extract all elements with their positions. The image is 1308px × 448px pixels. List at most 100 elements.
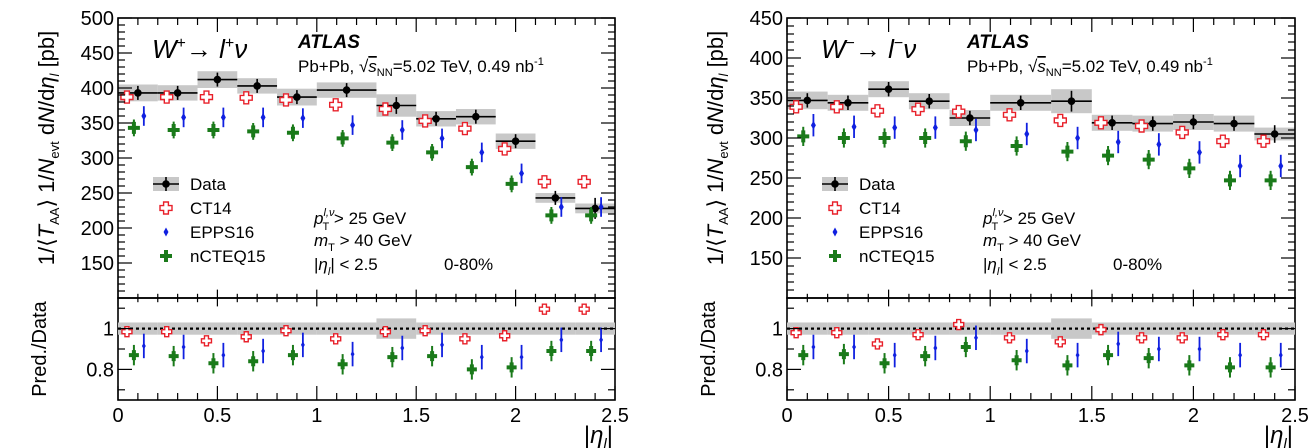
- ratio-y-tick-label: 1: [772, 319, 783, 341]
- y-tick-label: 250: [81, 183, 114, 205]
- y-tick-label: 150: [750, 248, 783, 270]
- epps16-marker: [479, 353, 484, 361]
- legend-data-marker: [831, 180, 839, 188]
- ct14-marker: [1175, 125, 1189, 140]
- ct14-marker: [120, 90, 134, 104]
- ratio-syst-band: [1132, 322, 1174, 335]
- ct14-marker: [1095, 323, 1107, 336]
- epps16-marker: [558, 202, 564, 212]
- ratio-syst-band: [868, 322, 909, 335]
- ratio-axis-label-text: Pred./Data: [29, 300, 51, 396]
- ncteq15-marker: [586, 346, 597, 357]
- legend-label: nCTEQ15: [190, 247, 266, 266]
- ncteq15-marker: [207, 124, 220, 136]
- legend-label: nCTEQ15: [859, 247, 935, 266]
- ct14-marker: [953, 318, 965, 331]
- ct14-marker: [1053, 113, 1067, 128]
- wplus-chart: 150 200 250 300 350 400 450 500 0 0.5 1 1.5 2 2.5 0.8 1…: [29, 8, 629, 448]
- epps16-marker: [852, 343, 856, 351]
- ratio-y-tick-label: 0.8: [755, 359, 783, 381]
- ncteq15-marker: [797, 130, 810, 143]
- ncteq15-marker: [167, 124, 180, 136]
- data-point: [134, 89, 142, 97]
- epps16-marker: [892, 351, 897, 359]
- ratio-y-tick-label: 1: [103, 319, 114, 341]
- y-tick-label: 500: [81, 8, 114, 30]
- ncteq15-marker: [1061, 145, 1074, 158]
- ncteq15-marker: [960, 341, 971, 352]
- wminus-chart: 150 200 250 300 350 400 450 0 0.5 1 1.5 2 2.5 0.8 1 |ηl…: [698, 8, 1308, 448]
- epps16-marker: [932, 123, 938, 133]
- ct14-marker: [1003, 332, 1016, 344]
- data-point: [1270, 130, 1279, 138]
- experiment-label: ATLAS: [297, 32, 360, 53]
- ct14-marker: [458, 121, 472, 136]
- ncteq15-marker: [878, 132, 891, 144]
- data-point: [966, 114, 974, 122]
- data-point: [591, 204, 599, 213]
- ct14-marker: [419, 324, 431, 337]
- ct14-marker: [790, 326, 802, 339]
- ncteq15-marker: [838, 349, 849, 360]
- x-tick-label: 0.5: [203, 405, 231, 427]
- epps16-marker: [1075, 351, 1080, 359]
- data-point: [173, 89, 182, 97]
- centrality-label: 0-80%: [1113, 255, 1162, 274]
- ct14-marker: [871, 338, 884, 350]
- ct14-marker: [1135, 332, 1148, 344]
- ncteq15-marker: [1224, 362, 1235, 373]
- epps16-marker: [598, 202, 604, 212]
- ncteq15-marker: [128, 350, 139, 361]
- data-point: [551, 194, 560, 202]
- ncteq15-marker: [920, 351, 931, 362]
- data-point: [472, 112, 480, 121]
- ncteq15-marker: [1183, 162, 1196, 175]
- epps16-marker: [519, 168, 525, 178]
- data-point: [1148, 119, 1157, 128]
- data-point: [1067, 97, 1076, 105]
- epps16-marker: [220, 112, 226, 122]
- epps16-marker: [1156, 139, 1162, 149]
- epps16-marker: [350, 120, 356, 130]
- ncteq15-marker: [546, 346, 557, 357]
- ct14-marker: [329, 333, 342, 345]
- epps16-marker: [399, 125, 405, 135]
- ct14-marker: [911, 102, 925, 116]
- cut-eta: |ηl| < 2.5: [983, 255, 1047, 278]
- y-tick-label: 400: [750, 48, 783, 70]
- epps16-marker: [519, 353, 524, 361]
- y-tick-label: 200: [750, 208, 783, 230]
- ncteq15-marker: [829, 250, 841, 262]
- process-label: W+→ l+ν: [152, 34, 247, 64]
- ratio-frame: [786, 297, 1296, 401]
- ncteq15-marker: [386, 136, 399, 149]
- ncteq15-marker: [1265, 362, 1276, 373]
- cut-pt: pl,ν T > 25 GeV: [982, 207, 1076, 233]
- ncteq15-marker: [286, 126, 299, 139]
- ratio-axis-label-text: Pred./Data: [698, 300, 720, 396]
- centrality-label: 0-80%: [444, 255, 493, 274]
- legend-label: CT14: [859, 199, 901, 218]
- ncteq15-marker: [545, 209, 558, 222]
- ncteq15-marker: [427, 351, 438, 362]
- epps16-marker: [400, 344, 405, 352]
- ct14-marker: [828, 201, 842, 215]
- ncteq15-marker: [127, 121, 140, 134]
- ncteq15-marker: [337, 359, 348, 370]
- ct14-marker: [378, 102, 393, 116]
- epps16-marker: [832, 227, 838, 237]
- y-axis-label-text: 1/⟨TAA⟩ 1/Nevt dN/dηl [pb]: [34, 31, 62, 266]
- collision-label: Pb+Pb, √sNN=5.02 TeV, 0.49 nb-1: [967, 56, 1213, 79]
- ncteq15-marker: [168, 351, 179, 362]
- x-tick-label: 2: [1188, 405, 1199, 427]
- data-point: [342, 86, 351, 94]
- y-tick-label: 400: [81, 78, 114, 100]
- epps16-marker: [1238, 351, 1243, 359]
- ct14-marker: [199, 90, 214, 104]
- experiment-label: ATLAS: [966, 32, 1029, 53]
- data-point: [803, 96, 812, 105]
- ncteq15-marker: [506, 362, 517, 373]
- ct14-marker: [121, 325, 133, 338]
- ct14-marker: [789, 100, 803, 114]
